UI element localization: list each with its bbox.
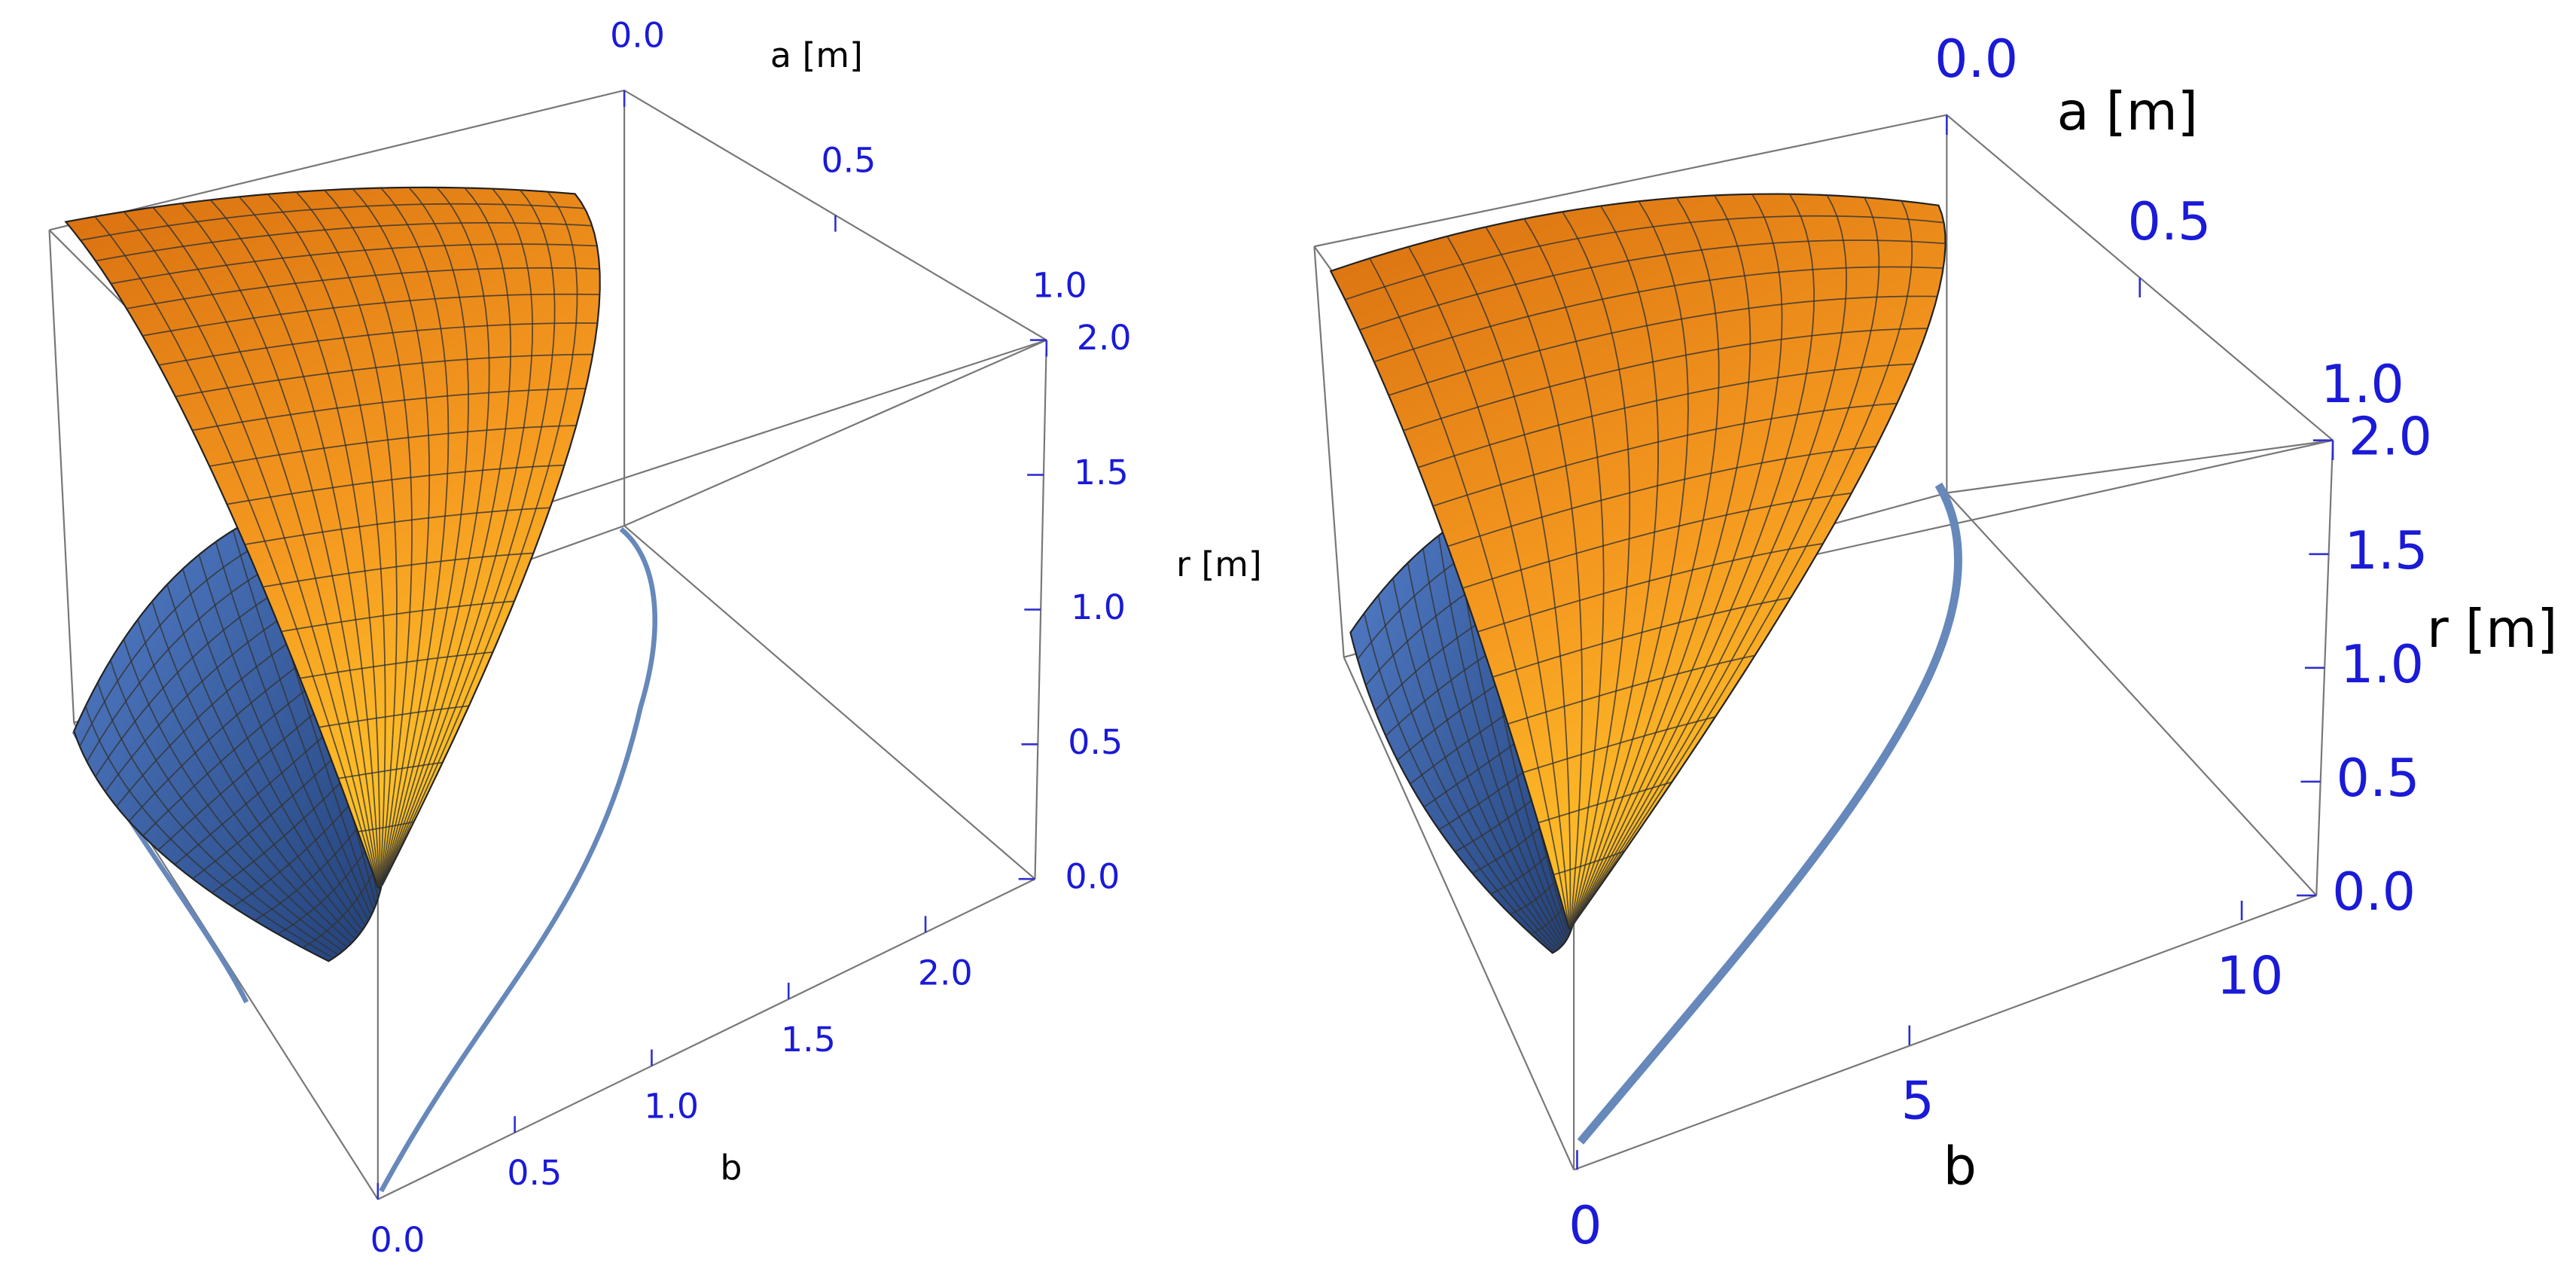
mesh-line [1572,194,1847,926]
y-axis-label: a [m] [2057,81,2198,142]
x-tick-label: 0.5 [507,1152,562,1193]
mesh-line [1572,194,1783,926]
mesh-line [382,191,578,885]
z-tick-label: 1.0 [1071,587,1126,627]
mesh-line [1507,654,1755,725]
mesh-line [358,821,414,833]
x-tick-label: 0.0 [370,1219,425,1260]
mesh-line [198,554,367,926]
mesh-line [1492,596,1791,678]
mesh-line [302,858,380,949]
z-tick-label: 0.0 [1065,856,1120,897]
mesh-line [1523,716,1716,773]
y-tick-label: 0.0 [610,15,665,56]
y-tick-label: 1.0 [2321,354,2404,415]
z-tick-label: 2.0 [2349,407,2432,468]
mesh-line [1571,197,1720,927]
z-tick-label: 1.0 [2340,634,2424,695]
x-tick-label: 5 [1901,1070,1934,1131]
mesh-line [1538,781,1672,824]
x-tick-label: 2.0 [918,952,973,993]
mesh-line [232,529,372,916]
x-tick-label: 1.5 [781,1019,836,1060]
surfaces [64,186,1946,962]
y-tick-label: 1.0 [1032,264,1087,305]
mesh-line [1572,194,1815,926]
mesh-line [381,188,534,886]
axes: 0.0 0.5 1.0 1.5 2.0 0.0 0.5 1.0 0.0 0.5 1.0 1.5 2.0 b… [370,15,2558,1260]
mesh-line [277,830,379,935]
mesh-line [1572,194,1751,927]
z-tick-label: 1.5 [2344,520,2428,581]
mesh-line [382,189,556,886]
mesh-line [181,569,363,931]
mesh-line [338,761,443,779]
x-axis-label: b [1943,1136,1977,1197]
mesh-line [1571,200,1689,928]
projection-curve [379,526,657,1193]
z-tick-label: 0.0 [2332,862,2416,923]
y-tick-label: 0.5 [2127,191,2211,252]
z-tick-label: 2.0 [1077,317,1132,358]
z-axis-label: r [m] [1176,544,1262,584]
mesh-line [1454,523,1567,941]
mesh-line [215,541,369,922]
mesh-line [1572,197,1880,926]
z-tick-label: 0.5 [1068,721,1123,762]
mesh-line [1573,200,1913,925]
y-axis-label: a [m] [770,35,863,75]
x-tick-label: 0 [1568,1195,1602,1256]
mesh-line [1553,850,1626,876]
z-tick-label: 0.5 [2337,748,2420,809]
projection-curve [1577,482,1962,1145]
mesh-line [1477,542,1824,633]
y-tick-label: 0.0 [1934,29,2018,90]
z-tick-label: 1.5 [1074,452,1129,493]
z-axis-label: r [m] [2427,599,2557,660]
x-tick-label: 10 [2217,946,2284,1007]
y-tick-label: 0.5 [821,139,876,180]
x-tick-label: 1.0 [644,1086,699,1127]
x-axis-label: b [720,1147,742,1188]
mesh-line [1462,493,1852,589]
